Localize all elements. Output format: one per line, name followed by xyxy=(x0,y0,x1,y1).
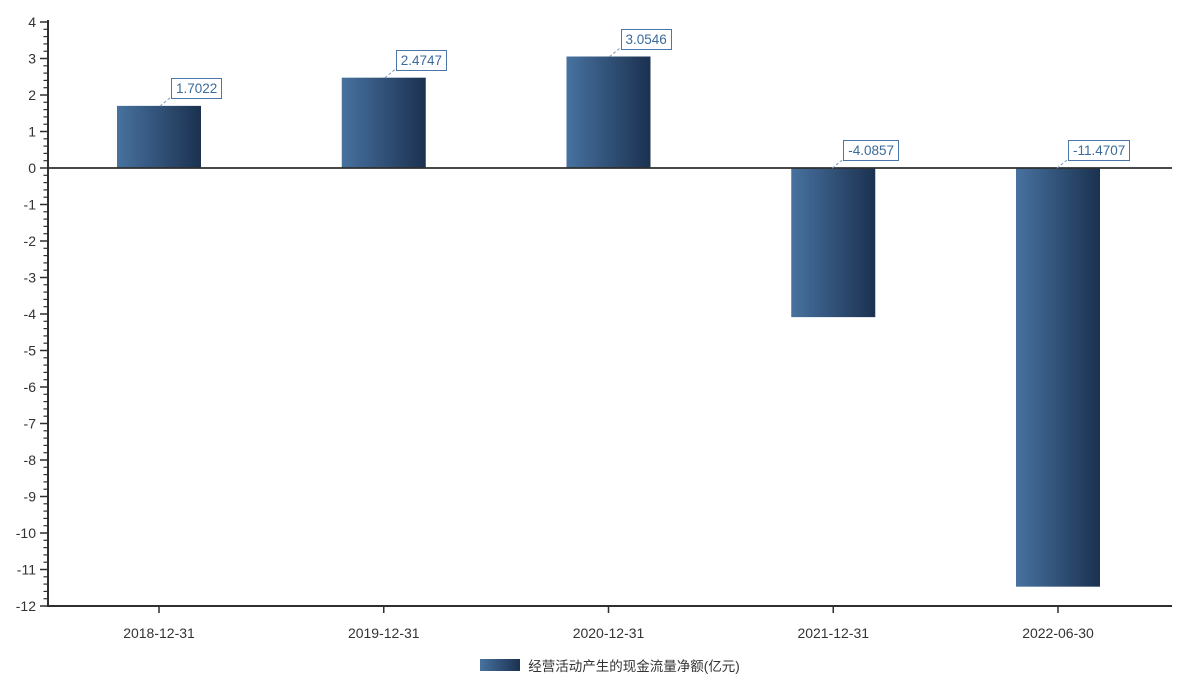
value-leader-line xyxy=(1055,159,1068,170)
y-tick-label: 3 xyxy=(28,51,36,67)
y-tick-label: -6 xyxy=(24,379,37,395)
y-tick-label: -3 xyxy=(24,270,37,286)
bar-2018-12-31[interactable] xyxy=(117,105,201,168)
legend-item-series-0[interactable]: 经营活动产生的现金流量净额(亿元) xyxy=(480,655,740,675)
y-tick-label: -8 xyxy=(24,452,37,468)
bar-value-label-2020-12-31: 3.0546 xyxy=(620,28,672,50)
bar-value-label-2018-12-31: 1.7022 xyxy=(171,77,223,99)
y-tick-label: -11 xyxy=(17,562,36,578)
bar-value-label-2021-12-31: -4.0857 xyxy=(843,140,900,161)
value-leader-line xyxy=(383,69,396,80)
y-tick-label: -12 xyxy=(16,598,36,614)
bar-2019-12-31[interactable] xyxy=(341,77,426,168)
y-tick-label: -5 xyxy=(24,343,37,359)
y-tick-label: 2 xyxy=(28,87,36,103)
y-tick-label: 1 xyxy=(28,124,36,140)
chart-legend: 经营活动产生的现金流量净额(亿元) xyxy=(48,655,1172,675)
y-tick-label: -10 xyxy=(16,525,36,541)
y-tick-label: -9 xyxy=(24,489,37,505)
x-tick-label: 2020-12-31 xyxy=(573,625,645,641)
legend-series-label: 经营活动产生的现金流量净额(亿元) xyxy=(528,659,740,674)
x-tick-label: 2018-12-31 xyxy=(123,625,195,641)
y-tick-label: 0 xyxy=(28,160,36,176)
bar-value-label-2019-12-31: 2.4747 xyxy=(395,49,448,71)
value-leader-line xyxy=(608,48,620,58)
bar-value-label-2022-06-30: -11.4707 xyxy=(1068,140,1131,161)
bar-2021-12-31[interactable] xyxy=(791,168,876,318)
y-tick-label: -7 xyxy=(24,416,37,432)
y-tick-label: -1 xyxy=(24,197,37,213)
y-tick-label: 4 xyxy=(28,14,36,30)
bar-2022-06-30[interactable] xyxy=(1016,168,1100,587)
bar-2020-12-31[interactable] xyxy=(566,56,651,169)
x-tick-label: 2022-06-30 xyxy=(1022,625,1094,641)
y-tick-label: -4 xyxy=(24,306,37,322)
value-leader-line xyxy=(158,97,171,108)
value-leader-line xyxy=(830,159,843,170)
x-tick-label: 2019-12-31 xyxy=(348,625,420,641)
y-tick-label: -2 xyxy=(24,233,37,249)
legend-swatch-icon xyxy=(480,659,521,671)
x-tick-label: 2021-12-31 xyxy=(797,625,869,641)
